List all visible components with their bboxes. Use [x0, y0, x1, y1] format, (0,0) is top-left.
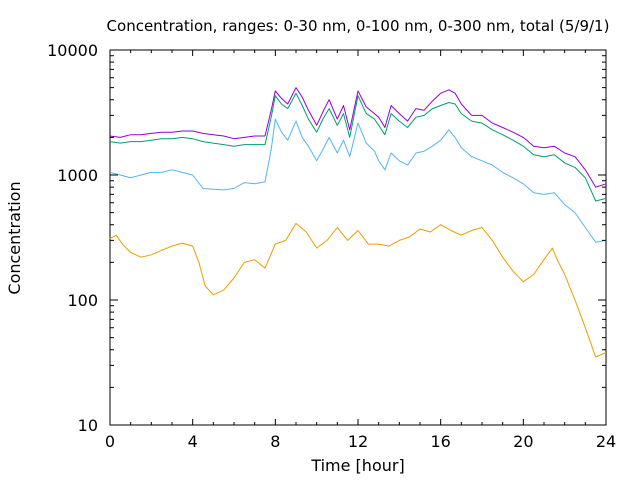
y-tick-label: 10000 — [47, 41, 98, 60]
x-tick-label: 4 — [188, 432, 198, 451]
x-tick-label: 0 — [105, 432, 115, 451]
y-tick-label: 10 — [78, 416, 98, 435]
y-tick-label: 100 — [67, 291, 98, 310]
y-axis-label: Concentration — [5, 181, 24, 294]
x-axis-label: Time [hour] — [310, 456, 404, 475]
x-tick-label: 8 — [270, 432, 280, 451]
chart-title: Concentration, ranges: 0-30 nm, 0-100 nm… — [107, 17, 610, 35]
x-tick-label: 16 — [430, 432, 450, 451]
x-tick-label: 24 — [596, 432, 616, 451]
x-tick-label: 12 — [348, 432, 368, 451]
x-tick-label: 20 — [513, 432, 533, 451]
plot-frame — [109, 49, 607, 426]
series-layer — [109, 87, 607, 358]
ticks-layer: 0 4 8 12 16 20 24 10 100 1000 10000 — [47, 41, 616, 451]
series-line-4 — [109, 222, 607, 358]
series-line-2 — [109, 92, 607, 202]
series-line-1 — [109, 87, 607, 188]
series-line-3 — [109, 118, 607, 243]
y-tick-label: 1000 — [57, 166, 98, 185]
